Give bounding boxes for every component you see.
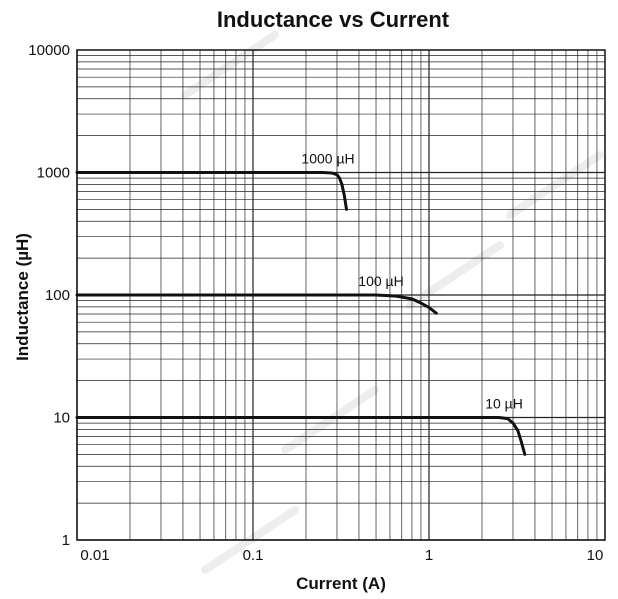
watermark-stroke — [406, 241, 504, 309]
y-axis-label: Inductance (µH) — [13, 233, 32, 361]
watermark-stroke — [181, 31, 279, 99]
x-axis-label: Current (A) — [296, 574, 386, 593]
x-tick-label: 0.01 — [80, 547, 109, 564]
x-tick-label: 1 — [425, 547, 433, 564]
series-label: 10 µH — [485, 396, 523, 412]
x-tick-label: 0.1 — [243, 547, 264, 564]
x-tick-label: 10 — [587, 547, 604, 564]
watermark-stroke — [506, 151, 604, 219]
y-tick-label: 1000 — [37, 165, 70, 182]
series-label: 100 µH — [358, 273, 403, 289]
y-tick-label: 100 — [45, 287, 70, 304]
chart-title: Inductance vs Current — [217, 7, 450, 32]
series-label: 1000 µH — [301, 151, 354, 167]
series-line — [75, 171, 348, 211]
series-line — [75, 293, 438, 315]
y-tick-label: 10000 — [28, 42, 70, 59]
y-tick-label: 10 — [53, 410, 70, 427]
y-tick-label: 1 — [62, 532, 70, 549]
tick-labels: 0.01 0.1 1 10 1 10 100 1000 10000 — [28, 42, 603, 564]
series-layer: 1000 µH 100 µH 10 µH — [75, 151, 527, 456]
watermark-layer — [181, 31, 604, 574]
watermark-stroke — [281, 386, 379, 454]
series-line — [75, 416, 527, 456]
